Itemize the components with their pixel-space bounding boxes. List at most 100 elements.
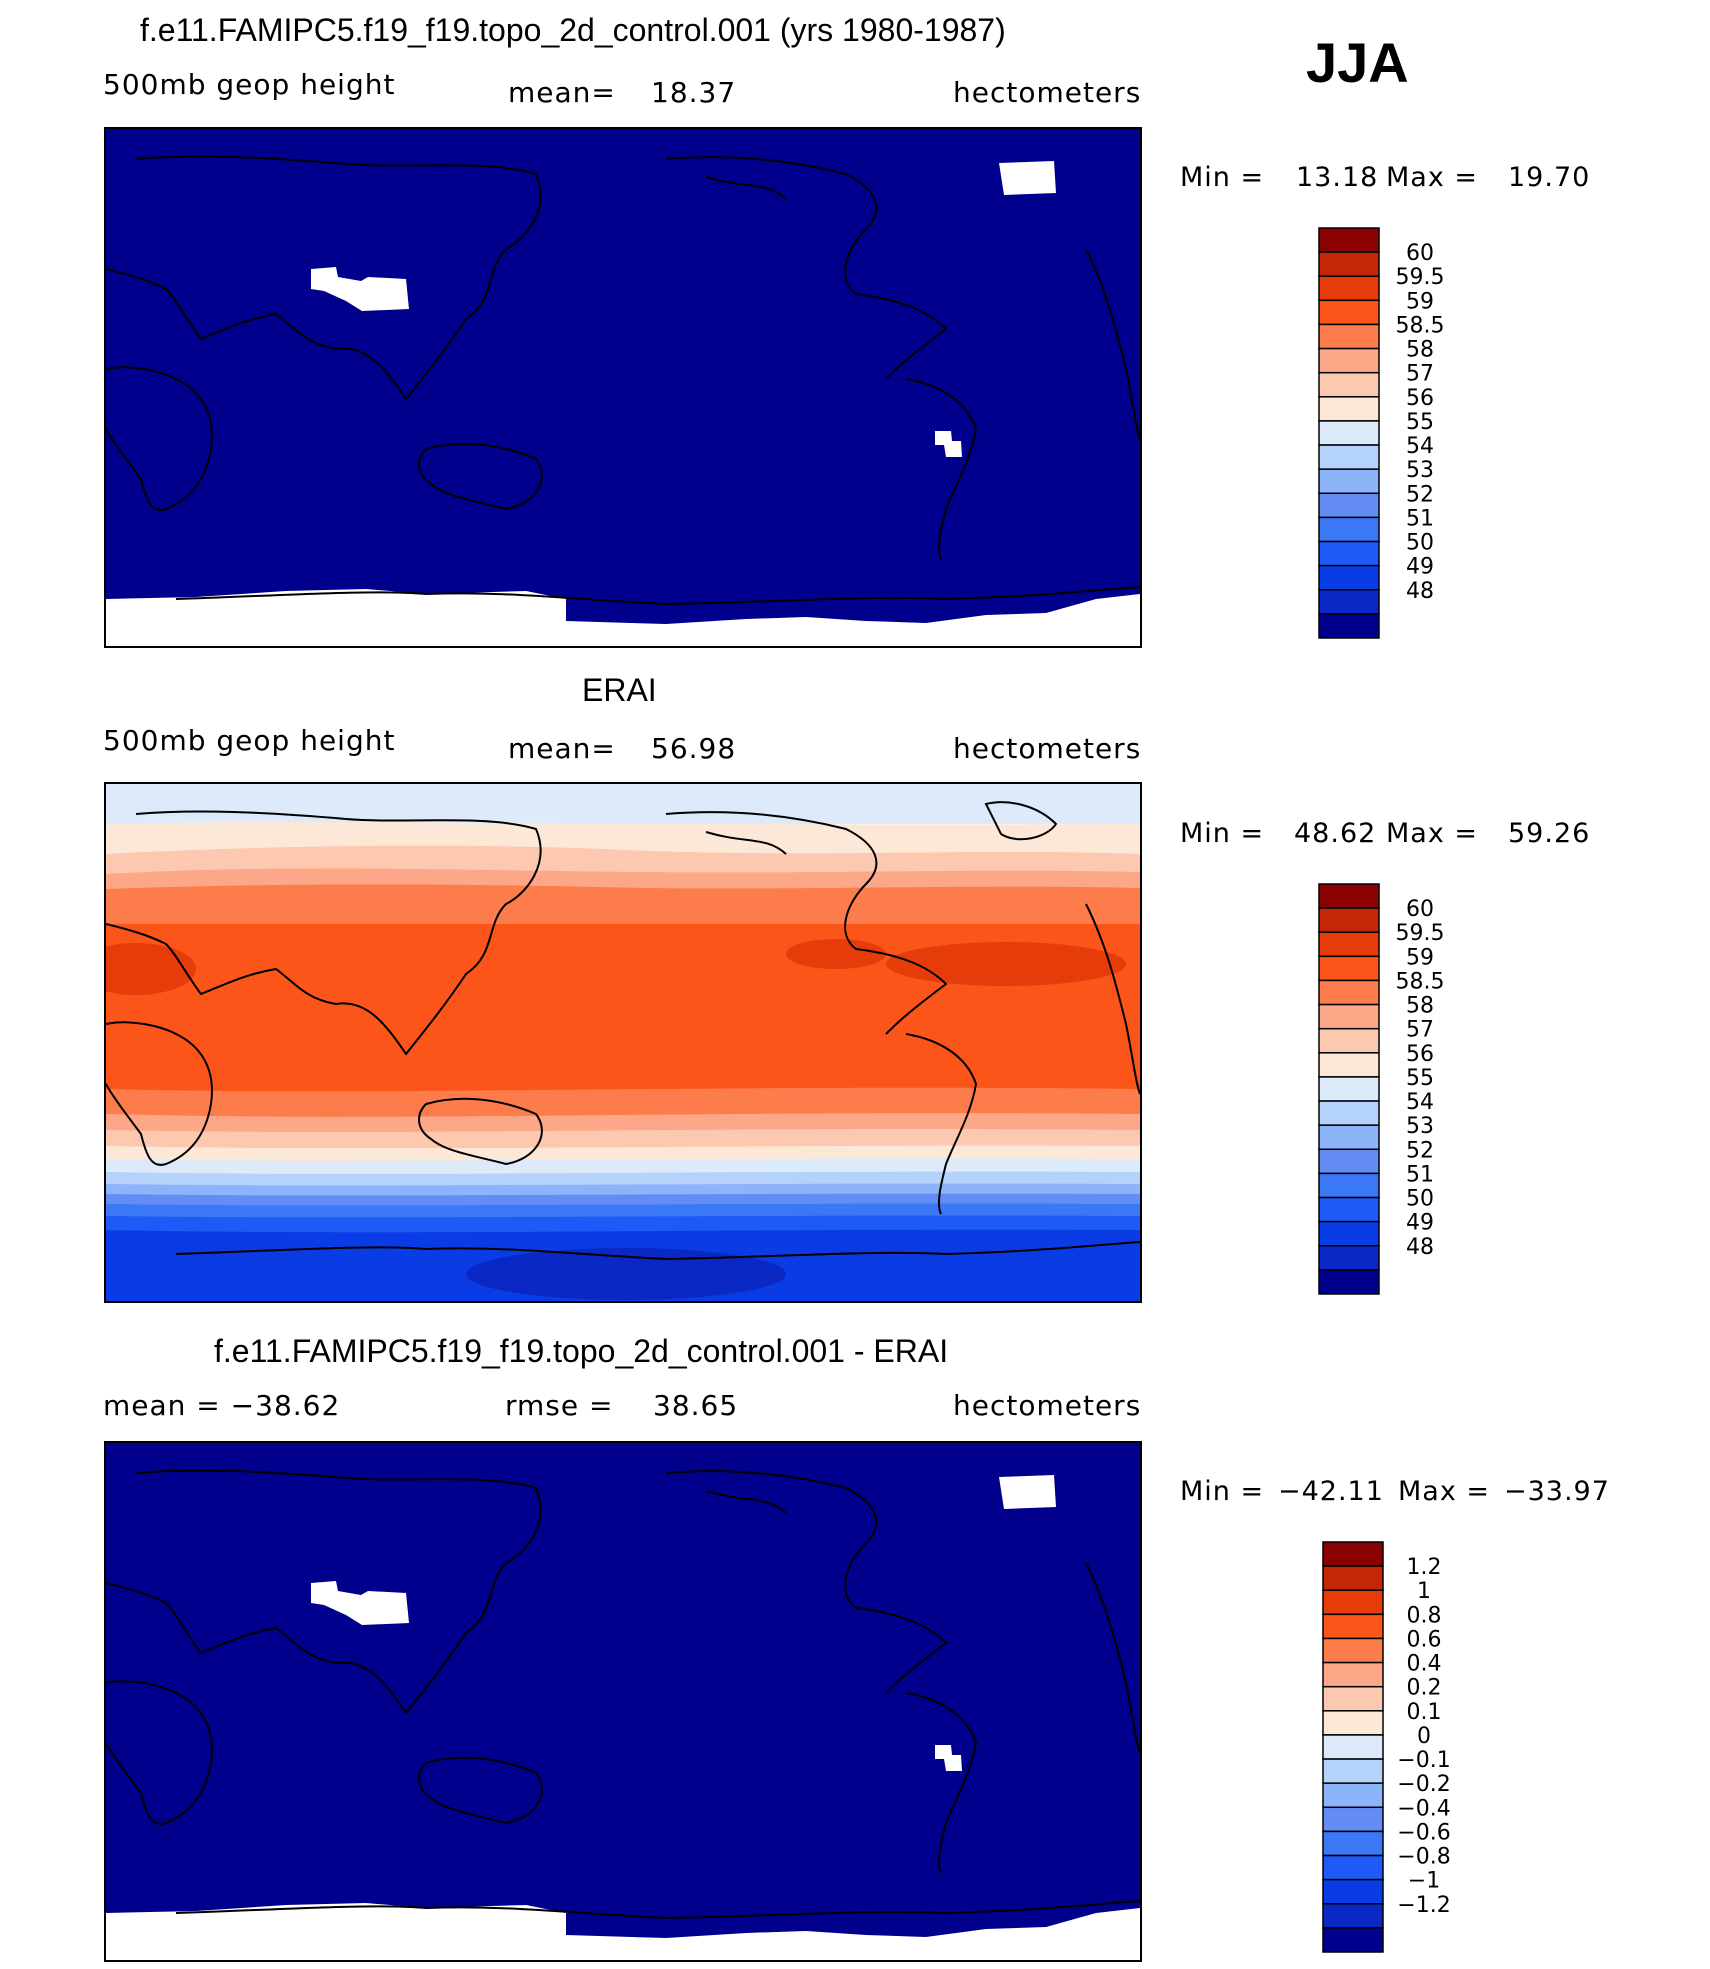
colorbar-tick-label: 49	[1406, 555, 1434, 580]
panel3-map	[104, 1441, 1142, 1962]
colorbar-swatch	[1318, 420, 1380, 446]
colorbar-swatch	[1318, 1003, 1380, 1030]
panel1-max-label: Max =	[1386, 162, 1479, 193]
colorbar-swatch	[1318, 931, 1380, 958]
colorbar-swatch	[1318, 883, 1380, 909]
panel3-min-label: Min =	[1180, 1476, 1265, 1507]
colorbar-swatch	[1318, 589, 1380, 615]
colorbar-tick-label: 58	[1406, 338, 1434, 363]
colorbar-tick-label: 56	[1406, 386, 1434, 411]
colorbar-tick-label: 59	[1406, 945, 1434, 970]
panel2-min-value: 48.62	[1294, 818, 1377, 849]
colorbar-swatch	[1318, 907, 1380, 933]
colorbar-swatch	[1318, 323, 1380, 350]
colorbar-swatch	[1322, 1541, 1384, 1567]
panel1-min-value: 13.18	[1296, 162, 1379, 193]
panel2-min-label: Min =	[1180, 818, 1265, 849]
panel2-max-label: Max =	[1386, 818, 1479, 849]
panel3-mean-text: mean = −38.62	[103, 1389, 341, 1422]
colorbar-tick-label: 50	[1406, 531, 1434, 556]
colorbar-tick-label: 50	[1406, 1187, 1434, 1212]
colorbar-tick-label: 53	[1406, 458, 1434, 483]
colorbar-tick-label: 59.5	[1396, 921, 1445, 946]
panel2-variable-label: 500mb geop height	[103, 724, 396, 757]
colorbar-swatch	[1322, 1661, 1384, 1688]
colorbar-swatch	[1318, 1269, 1380, 1295]
season-label: JJA	[1306, 31, 1409, 94]
panel3-min-value: −42.11	[1278, 1476, 1384, 1507]
panel1-units: hectometers	[953, 76, 1142, 109]
colorbar-swatch	[1318, 1172, 1380, 1199]
panel3-max-value: −33.97	[1504, 1476, 1610, 1507]
colorbar-swatch	[1318, 396, 1380, 422]
colorbar-swatch	[1322, 1854, 1384, 1881]
panel2-map	[104, 782, 1142, 1303]
colorbar-swatch	[1322, 1830, 1384, 1857]
panel1-variable-label: 500mb geop height	[103, 68, 396, 101]
colorbar-tick-label: 0.6	[1407, 1627, 1442, 1652]
colorbar-tick-label: 54	[1406, 1090, 1434, 1115]
colorbar-swatch	[1318, 564, 1380, 591]
colorbar-tick-label: 58.5	[1396, 969, 1445, 994]
panel2-max-value: 59.26	[1508, 818, 1591, 849]
panel3-max-label: Max =	[1398, 1476, 1491, 1507]
colorbar-tick-label: 1.2	[1407, 1555, 1442, 1580]
colorbar-swatch	[1318, 1100, 1380, 1126]
colorbar-swatch	[1318, 1220, 1380, 1247]
colorbar-swatch	[1322, 1637, 1384, 1664]
colorbar-swatch	[1322, 1734, 1384, 1760]
colorbar-tick-label: 59.5	[1396, 265, 1445, 290]
colorbar-swatch	[1318, 1027, 1380, 1054]
colorbar-swatch	[1322, 1710, 1384, 1736]
colorbar-tick-label: −0.8	[1397, 1845, 1450, 1870]
colorbar-swatch	[1318, 516, 1380, 543]
colorbar-tick-label: 57	[1406, 362, 1434, 387]
colorbar-swatch	[1322, 1685, 1384, 1712]
colorbar-tick-label: 56	[1406, 1042, 1434, 1067]
colorbar-swatch	[1322, 1903, 1384, 1929]
colorbar-swatch	[1322, 1565, 1384, 1591]
colorbar-tick-label: 0.8	[1407, 1603, 1442, 1628]
colorbar-tick-label: −0.6	[1397, 1820, 1450, 1845]
panel2-title: ERAI	[582, 672, 657, 708]
panel3-rmse-label: rmse =	[505, 1389, 614, 1422]
panel3-rmse-value: 38.65	[653, 1389, 739, 1422]
colorbar-tick-label: 58	[1406, 994, 1434, 1019]
colorbar-tick-label: 51	[1406, 506, 1434, 531]
colorbar-tick-label: 54	[1406, 434, 1434, 459]
colorbar-swatch	[1318, 1052, 1380, 1078]
panel3-title: f.e11.FAMIPC5.f19_f19.topo_2d_control.00…	[214, 1333, 949, 1369]
panel2-mean-label: mean=	[508, 732, 616, 765]
panel1-title: f.e11.FAMIPC5.f19_f19.topo_2d_control.00…	[140, 12, 1006, 48]
panel3-colorbar: 1.2 1 0.8 0.6 0.4 0.2 0.1 0 −0.1 −0.2 −0.4 −0.6 −0.8…	[1322, 1541, 1482, 1953]
panel1-colorbar: 60 59.5 59 58.5 58 57 56 55 54 53 52 51 50 49 48	[1318, 227, 1478, 639]
colorbar-swatch	[1318, 1148, 1380, 1175]
colorbar-tick-label: 51	[1406, 1162, 1434, 1187]
panel2-units: hectometers	[953, 732, 1142, 765]
colorbar-tick-label: −0.1	[1397, 1748, 1450, 1773]
colorbar-swatch	[1318, 347, 1380, 374]
colorbar-tick-label: 0.4	[1407, 1652, 1442, 1677]
colorbar-tick-label: 52	[1406, 1138, 1434, 1163]
colorbar-swatch	[1322, 1589, 1384, 1616]
colorbar-tick-label: −0.2	[1397, 1772, 1450, 1797]
colorbar-swatch	[1318, 979, 1380, 1006]
panel1-mean-value: 18.37	[651, 76, 737, 109]
colorbar-tick-label: −1.2	[1397, 1893, 1450, 1918]
colorbar-swatch	[1318, 251, 1380, 277]
colorbar-tick-label: 59	[1406, 289, 1434, 314]
colorbar-tick-label: 55	[1406, 410, 1434, 435]
colorbar-swatch	[1318, 1245, 1380, 1271]
colorbar-swatch	[1318, 371, 1380, 398]
colorbar-tick-label: 0.1	[1407, 1700, 1442, 1725]
colorbar-tick-label: 49	[1406, 1211, 1434, 1236]
colorbar-tick-label: 57	[1406, 1018, 1434, 1043]
colorbar-swatch	[1322, 1758, 1384, 1784]
colorbar-swatch	[1318, 227, 1380, 253]
colorbar-swatch	[1318, 299, 1380, 326]
colorbar-swatch	[1318, 275, 1380, 302]
colorbar-tick-label: 55	[1406, 1066, 1434, 1091]
colorbar-swatch	[1318, 468, 1380, 495]
colorbar-swatch	[1318, 444, 1380, 470]
colorbar-swatch	[1318, 1196, 1380, 1223]
